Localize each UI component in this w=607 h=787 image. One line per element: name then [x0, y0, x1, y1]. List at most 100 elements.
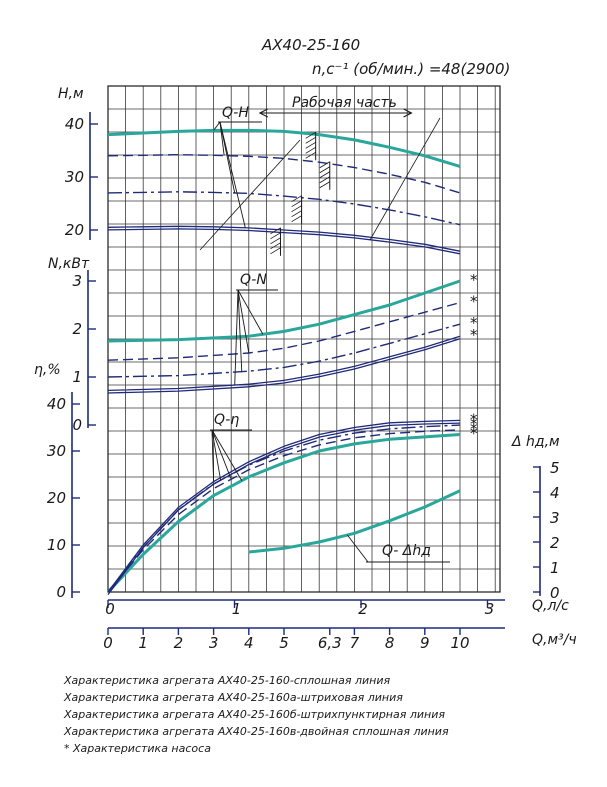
efficiency-pump-star: *	[470, 410, 478, 428]
npsh-axis-label: Δ hд,м	[511, 434, 560, 450]
work-zone-hatch	[305, 131, 316, 139]
efficiency-pump-star: *	[470, 415, 478, 433]
work-zone-hatch	[319, 181, 330, 189]
work-zone-hatch	[305, 136, 316, 144]
flow-m3h-tick-label: 1	[138, 634, 148, 652]
head-series-line-solid	[107, 128, 461, 168]
power-series-line-solid	[107, 279, 461, 343]
power-tick-label: 2	[72, 320, 82, 338]
power-pump-star: *	[470, 326, 478, 344]
work-zone-hatch	[305, 151, 316, 159]
flow-ls-tick-label: 1	[232, 600, 242, 618]
work-zone-hatch	[291, 195, 302, 203]
work-zone-hatch	[319, 171, 330, 179]
power-axis-label: N,кВт	[48, 256, 90, 272]
work-zone-hatch	[291, 215, 302, 223]
efficiency-series-line-dashdot	[107, 424, 461, 593]
legend-item: Характеристика агрегата АХ40-25-160в-дво…	[63, 725, 449, 738]
legend-item: Характеристика агрегата АХ40-25-160-спло…	[63, 674, 390, 687]
power-pump-star: *	[470, 293, 478, 311]
npsh-tick-label: 1	[550, 559, 560, 577]
flow-m3h-axis-label: Q,м³/ч	[532, 632, 577, 648]
qdh-curve-label: Q- Δhд	[382, 543, 431, 559]
flow-ls-tick-label: 3	[485, 600, 495, 618]
head-series-line-dash	[107, 154, 461, 194]
flow-m3h-tick-label: 2	[174, 634, 184, 652]
head-series-line-double	[107, 225, 461, 252]
flow-m3h-tick-label: 0	[103, 634, 113, 652]
efficiency-series-line-double-inner	[107, 422, 461, 595]
flow-ls-tick-label: 0	[105, 600, 115, 618]
legend-item: Характеристика агрегата АХ40-25-160а-штр…	[63, 691, 403, 704]
flow-m3h-tick-label: 7	[350, 634, 360, 652]
work-zone-hatch	[319, 166, 330, 174]
power-tick-label: 0	[72, 416, 82, 434]
power-pump-star: *	[470, 314, 478, 332]
work-zone-arrow-right	[403, 108, 413, 118]
efficiency-leader-line	[211, 429, 215, 482]
head-leader-line	[219, 121, 225, 156]
power-pump-star: *	[470, 271, 478, 289]
efficiency-tick-label: 20	[47, 489, 66, 507]
legend-item: Характеристика агрегата АХ40-25-160б-штр…	[63, 708, 445, 721]
work-zone-hatch	[270, 242, 281, 250]
chart-labels: АХ40-25-160 n,c⁻¹ (об/мин.) =48(2900) Н,…	[34, 36, 577, 755]
power-tick-label: 3	[72, 272, 82, 290]
chart-series	[106, 108, 461, 595]
flow-m3h-tick-label: 5	[279, 634, 289, 652]
work-zone-arrow-left	[258, 108, 269, 118]
chart-subtitle: n,c⁻¹ (об/мин.) =48(2900)	[312, 60, 510, 78]
efficiency-series-line-solid	[106, 433, 461, 594]
qeta-curve-label: Q-η	[214, 412, 239, 428]
chart-title: АХ40-25-160	[261, 36, 360, 54]
work-zone-hatch	[270, 237, 281, 245]
legend-item: * Характеристика насоса	[64, 742, 211, 755]
head-series-line-double-inner	[107, 228, 461, 255]
head-tick-label: 30	[65, 168, 84, 186]
npsh-tick-label: 5	[550, 459, 560, 477]
flow-m3h-tick-label: 3	[209, 634, 219, 652]
efficiency-pump-star: *	[470, 425, 478, 443]
flow-m3h-tick-label: 10	[450, 634, 469, 652]
work-zone-hatch	[291, 205, 302, 213]
efficiency-tick-label: 30	[47, 442, 66, 460]
head-leader-line	[369, 117, 441, 241]
efficiency-leader-line	[211, 429, 222, 481]
work-zone-hatch	[319, 176, 330, 184]
npsh-tick-label: 0	[550, 584, 560, 602]
work-zone-hatch	[305, 146, 316, 154]
efficiency-tick-label: 0	[56, 583, 66, 601]
head-series-line-dashdot	[107, 191, 461, 226]
flow-m3h-tick-label: 8	[385, 634, 395, 652]
npsh-tick-label: 4	[550, 484, 560, 502]
efficiency-leader-line	[211, 429, 232, 480]
work-zone-hatch	[291, 210, 302, 218]
flow-m3h-tick-label: 6,3	[318, 634, 342, 652]
work-zone-hatch	[270, 232, 281, 240]
work-zone-hatch	[319, 161, 330, 169]
efficiency-leader-line	[211, 429, 243, 481]
efficiency-series-line-double	[107, 419, 461, 593]
head-leader-line	[199, 139, 301, 251]
flow-m3h-tick-label: 9	[420, 634, 430, 652]
work-zone-hatch	[270, 227, 281, 235]
power-series-line-double-inner	[107, 338, 461, 394]
work-zone-hatch	[291, 200, 302, 208]
efficiency-pump-star: *	[470, 420, 478, 438]
head-leader-line	[213, 121, 221, 131]
efficiency-tick-label: 40	[47, 395, 66, 413]
power-tick-label: 1	[72, 368, 82, 386]
power-leader-line	[237, 289, 250, 354]
power-leader-line	[237, 289, 243, 372]
plot-frame	[107, 85, 501, 593]
flow-ls-tick-label: 2	[358, 600, 368, 618]
npsh-tick-label: 3	[550, 509, 560, 527]
npsh-tick-label: 2	[550, 534, 560, 552]
head-tick-label: 40	[65, 115, 84, 133]
flow-m3h-tick-label: 4	[244, 634, 254, 652]
head-axis-label: Н,м	[58, 86, 84, 102]
head-tick-label: 20	[65, 221, 84, 239]
work-zone-hatch	[270, 247, 281, 255]
qn-curve-label: Q-N	[240, 272, 267, 288]
